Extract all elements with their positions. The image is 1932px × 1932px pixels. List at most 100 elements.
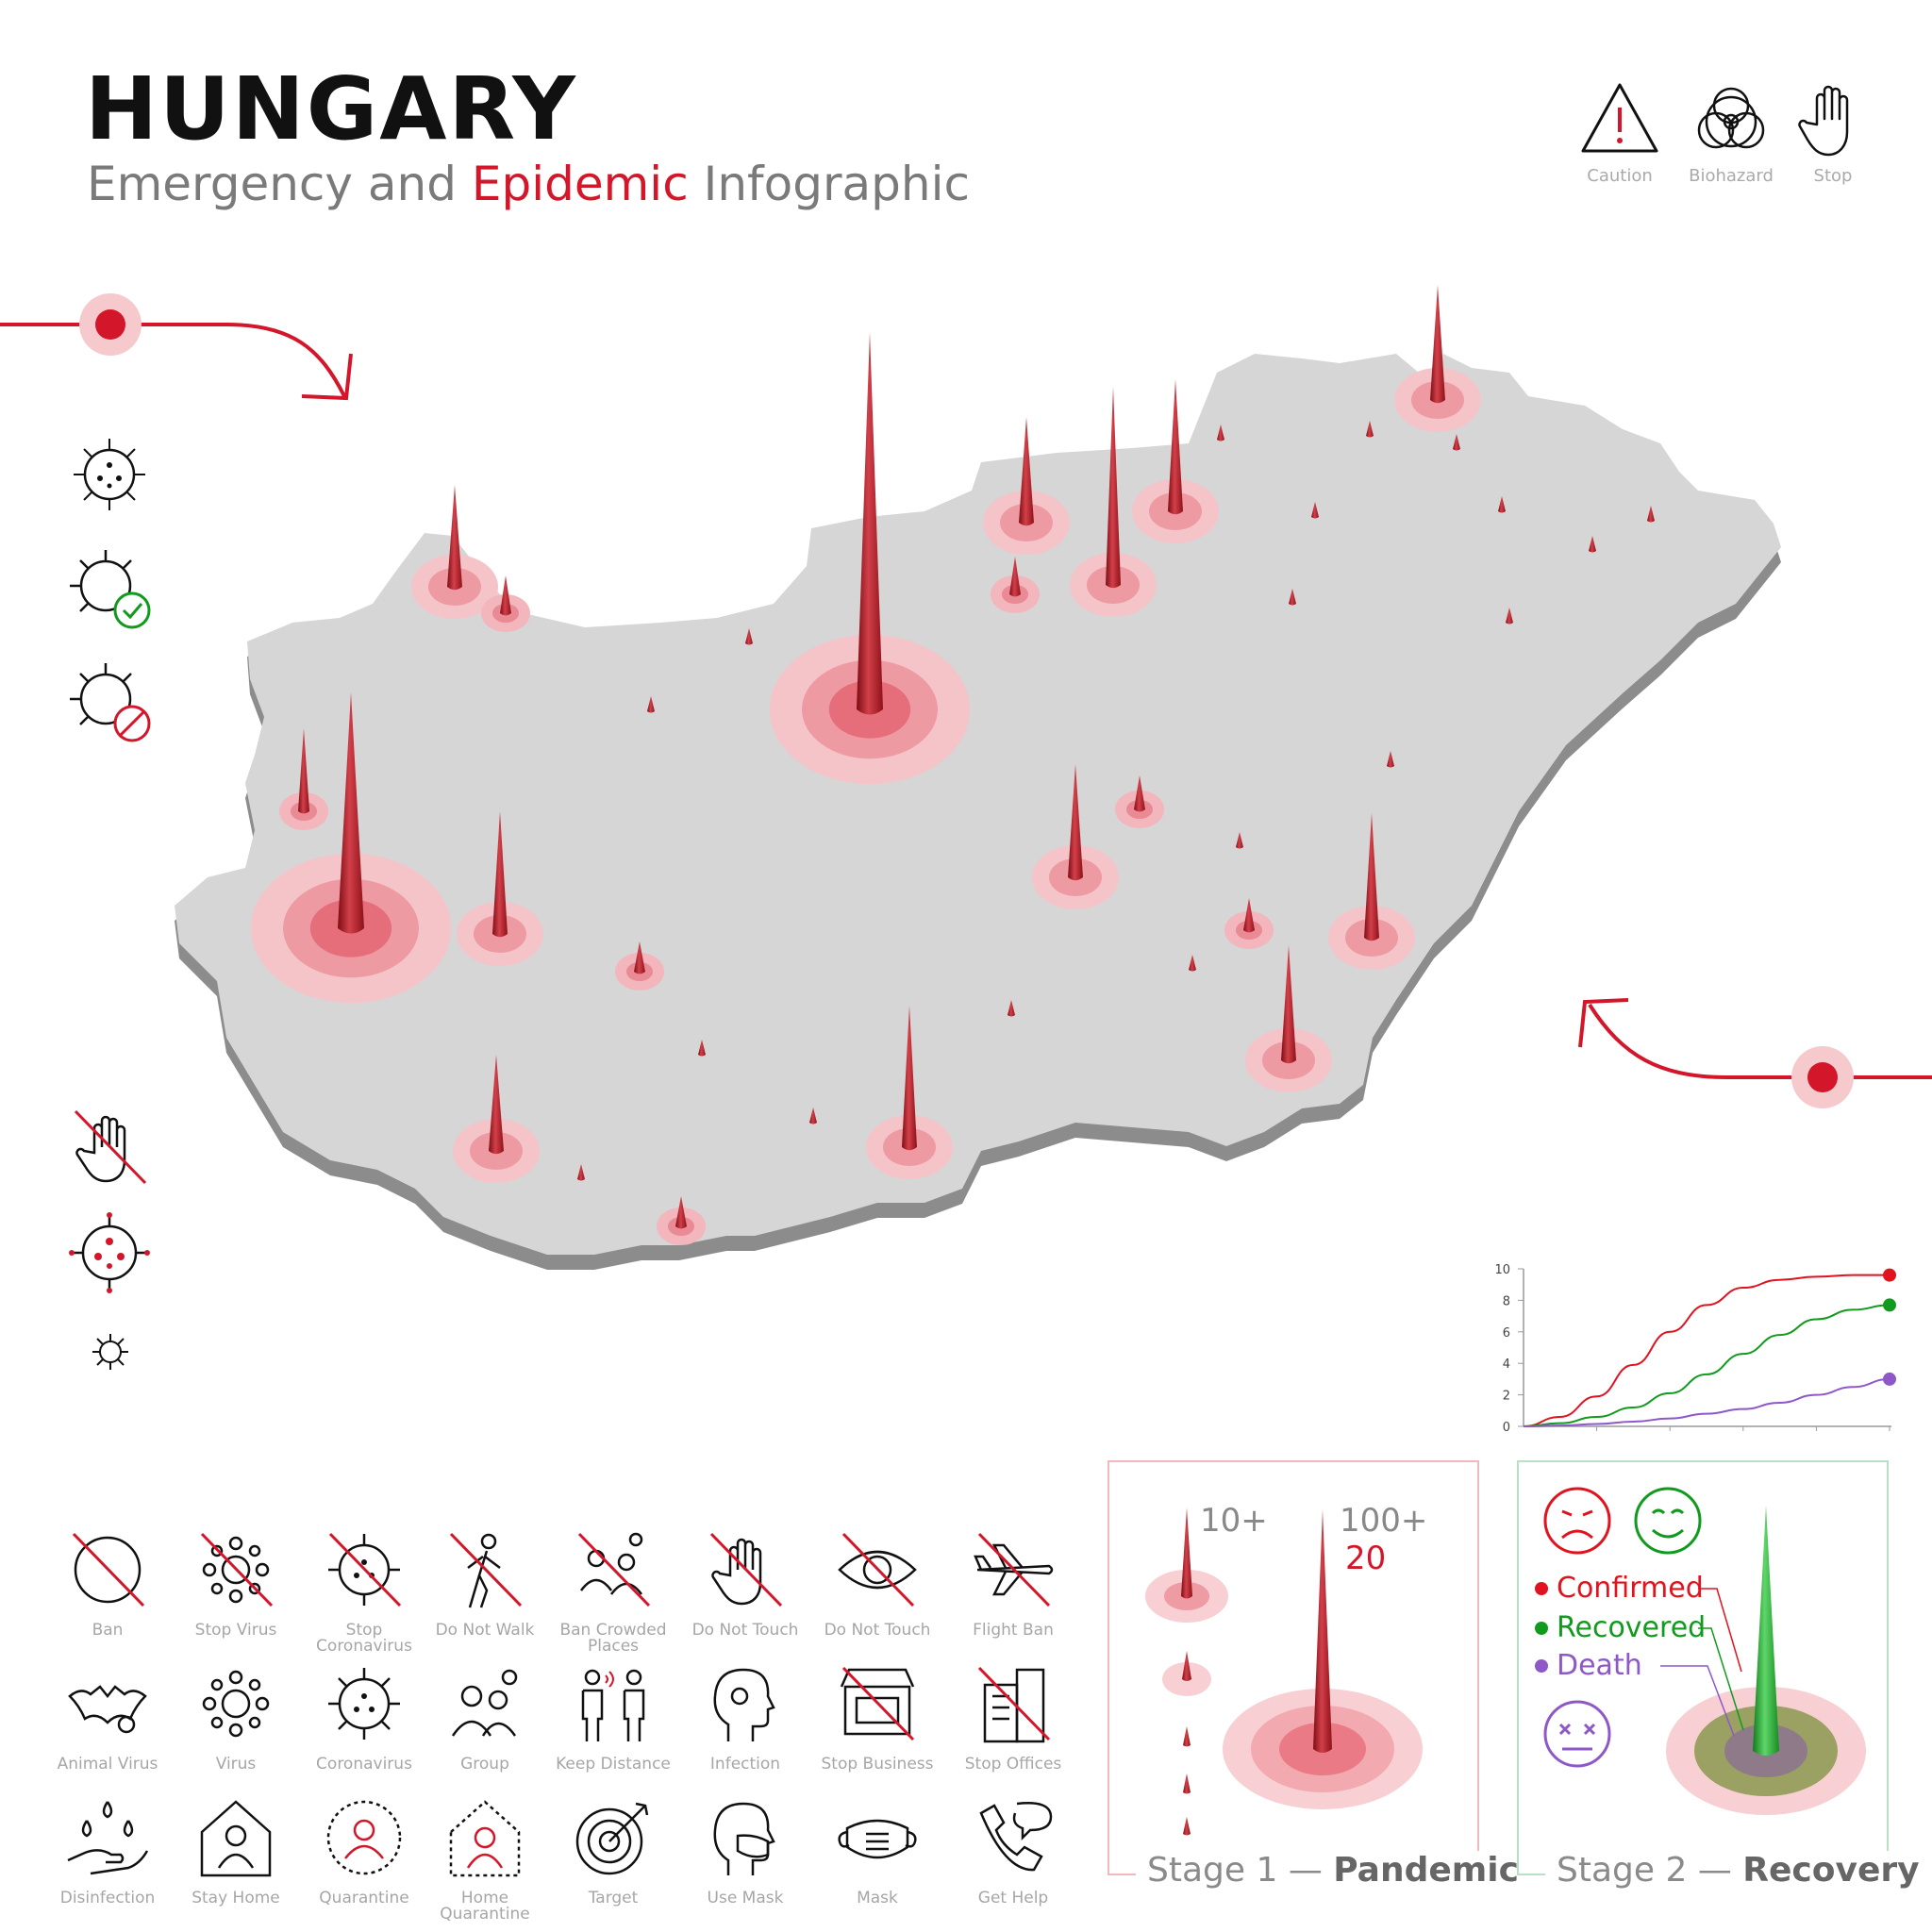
map-spike [1245,945,1332,1092]
do-not-walk-item: Do Not Walk [419,1524,551,1639]
stage2-graphic [1535,1487,1866,1815]
icon-label: Stop [345,1621,383,1640]
icon-label: Target [588,1889,639,1907]
biohazard-label: Biohazard [1689,166,1774,186]
map-spike [1289,589,1296,606]
stage2-title: Stage 2 — Recovery [1545,1851,1931,1890]
map-spike [991,557,1040,613]
map-spike [1506,608,1513,625]
map-spike [1189,955,1196,972]
map-spike [698,1040,706,1057]
chart-y-tick-label: 6 [1503,1326,1510,1341]
ban-icon [72,1532,145,1607]
animal-virus-icon [68,1685,147,1734]
stage1-graphic [1145,1507,1423,1836]
coronavirus-ban-icon [70,663,151,742]
chart-y-tick-label: 10 [1494,1263,1510,1277]
map-spike [453,1055,540,1183]
icon-label: Stop Virus [194,1621,277,1640]
side-red-virus [64,1208,155,1298]
icon-label: Stop Business [821,1755,934,1774]
map-spike [1115,775,1164,828]
caution-item: Caution [1568,77,1672,186]
map-spike [1453,434,1460,451]
stage1-title: Stage 1 — Pandemic [1136,1851,1530,1890]
map-spike [983,417,1070,555]
legend-leader-lines [1660,1588,1744,1737]
mask-icon [838,1819,917,1859]
icon-label: Ban [92,1621,124,1640]
infection-icon [713,1668,775,1741]
side-small-virus [89,1330,132,1377]
quarantine-icon [326,1800,402,1875]
stop-virus-item: Stop Virus [170,1524,302,1639]
icon-label: Disinfection [59,1889,156,1907]
icon-label: Use Mask [707,1889,784,1907]
map-spike [1132,379,1219,543]
stop-offices-item: Stop Offices [947,1658,1079,1773]
target-icon [575,1802,649,1875]
map-spike [1311,502,1319,519]
keep-distance-icon [581,1669,645,1741]
coronavirus-icon [328,1668,400,1740]
epidemic-line-chart: 0 2 4 6 8 10 [1494,1263,1896,1435]
keep-distance-item: Keep Distance [547,1658,679,1773]
coronavirus-item: Coronavirus [298,1658,430,1773]
flight-ban-icon [974,1532,1054,1607]
map-spike [769,332,971,785]
icon-label: Coronavirus [316,1755,412,1774]
icon-label: Stop Offices [964,1755,1062,1774]
stage2-legend: Confirmed Recovered Death Stage 2 — Reco… [1517,1460,1931,1890]
incoming-arrow-right [1578,998,1932,1108]
ban-item: Ban [42,1524,174,1639]
map-spike [279,728,328,830]
disinfection-icon [67,1801,149,1875]
death-dot [1535,1659,1548,1673]
do-not-touch-hand-item: Do Not Touch [679,1524,811,1639]
stay-home-item: Stay Home [170,1792,302,1907]
map-spike [615,941,664,991]
icon-label: Get Help [977,1889,1049,1907]
subtitle-part1: Emergency and [87,157,472,211]
coronavirus-icon [74,439,145,510]
icon-label-line2: Coronavirus [316,1637,412,1656]
icon-label: Stay Home [192,1889,280,1907]
confirmed-dot [1535,1582,1548,1595]
map-spike [250,692,452,1004]
stop-business-item: Stop Business [811,1658,943,1773]
group-icon [451,1669,518,1737]
stop-label: Stop [1813,166,1853,186]
get-help-item: Get Help [947,1792,1079,1907]
side-coronavirus [64,429,155,520]
side-do-not-touch [64,1102,155,1192]
icon-label: Animal Virus [57,1755,158,1774]
map-spike [1589,536,1596,553]
do-not-touch-icon [74,1109,147,1185]
icon-label: Flight Ban [973,1621,1054,1640]
mask-item: Mask [811,1792,943,1907]
icon-label: Do Not Touch [691,1621,799,1640]
chart-y-tick-label: 8 [1503,1294,1510,1308]
recovered-dot [1535,1622,1548,1635]
disinfection-item: Disinfection [42,1792,174,1907]
map-spike [1647,506,1655,523]
icon-label: Virus [215,1755,257,1774]
side-coronavirus-checked [64,542,155,633]
map-spike [1070,387,1157,617]
chart-y-tick-label: 0 [1503,1421,1510,1435]
map-spike [1387,751,1394,768]
red-virus-icon [69,1212,150,1293]
map-spike [1217,425,1224,441]
stage2-name: Recovery [1742,1851,1920,1890]
dead-face-icon [1543,1700,1611,1768]
stop-coronavirus-item: Stop Coronavirus [298,1524,430,1655]
confirmed-series-end-point [1883,1268,1896,1282]
death-label: Death [1557,1649,1642,1682]
map-spike [481,575,530,632]
target-item: Target [547,1792,679,1907]
icon-label: Do Not Walk [435,1621,535,1640]
use-mask-icon [713,1802,775,1875]
stage1-label-20: 20 [1345,1540,1387,1577]
stop-item: Stop [1781,77,1885,186]
stop-business-icon [840,1666,915,1741]
